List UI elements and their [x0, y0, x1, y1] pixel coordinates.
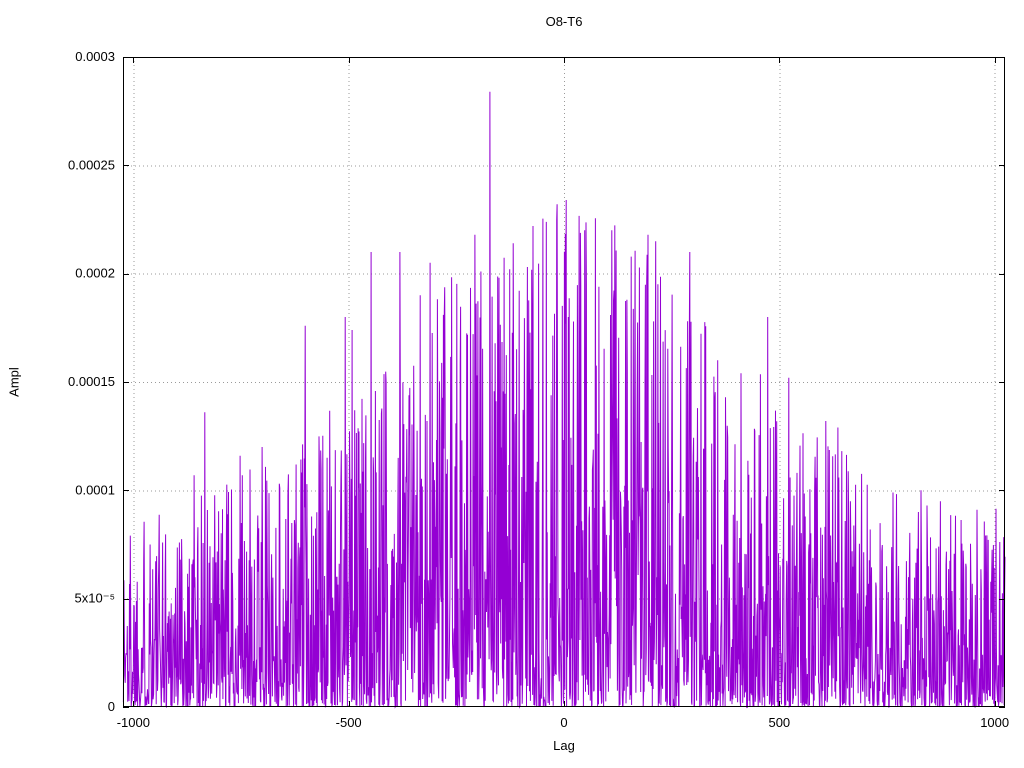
y-tick-label: 0.0003 [75, 49, 115, 64]
y-tick-label: 0.00025 [68, 157, 115, 172]
x-tick-label: 500 [768, 715, 790, 730]
x-tick-label: -1000 [117, 715, 150, 730]
y-tick-label: 0.0002 [75, 266, 115, 281]
x-tick-label: -500 [336, 715, 362, 730]
chart-title: O8-T6 [545, 14, 583, 29]
x-tick-label: 0 [560, 715, 567, 730]
tick-marks [123, 57, 1005, 708]
y-tick-label: 0.00015 [68, 374, 115, 389]
x-tick-label: 1000 [980, 715, 1009, 730]
x-axis-label: Lag [553, 738, 575, 753]
y-tick-label: 0 [108, 699, 115, 714]
y-tick-label: 0.0001 [75, 482, 115, 497]
series-line [122, 91, 1006, 709]
y-tick-label: 5x10⁻⁵ [75, 591, 115, 606]
